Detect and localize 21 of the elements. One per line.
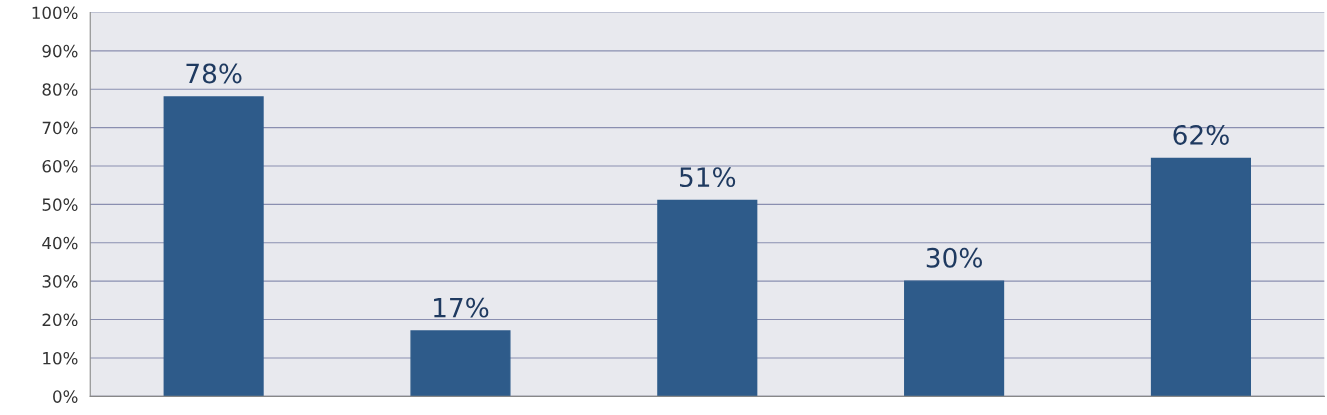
y-tick-label: 80% [42, 83, 78, 96]
bar [904, 280, 1005, 397]
y-tick-label: 40% [42, 236, 78, 250]
y-tick-label: 100% [32, 6, 78, 20]
data-label: 30% [926, 247, 982, 268]
bar [657, 199, 758, 397]
y-tick-label: 70% [42, 121, 78, 135]
y-tick-label: 10% [43, 351, 78, 365]
y-tick-label: 50% [42, 198, 78, 211]
bar [410, 330, 511, 397]
y-tick-label: 30% [42, 275, 78, 288]
data-label: 62% [1173, 124, 1229, 145]
bar [1150, 157, 1251, 397]
data-label: 78% [186, 63, 242, 84]
y-tick-label: 20% [42, 313, 78, 327]
y-tick-label: 90% [42, 44, 78, 58]
bar [163, 96, 264, 397]
y-tick-label: 60% [42, 159, 78, 173]
data-label: 51% [680, 167, 736, 188]
y-tick-label: 0% [53, 390, 78, 403]
data-label: 17% [434, 297, 489, 318]
